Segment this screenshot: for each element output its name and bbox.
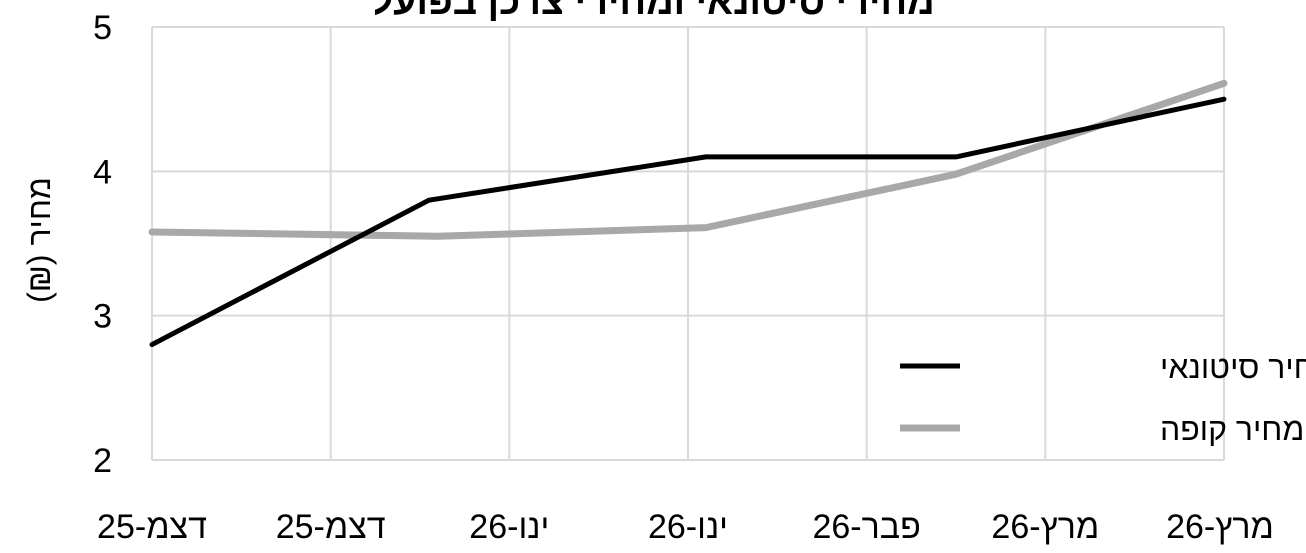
x-tick-label-4: פבר-26	[812, 508, 920, 546]
x-tick-label-3: ינו-26	[648, 508, 728, 546]
series-line-1	[148, 79, 1228, 240]
series-lines	[148, 79, 1228, 348]
y-tick-label-0: 2	[93, 442, 112, 480]
grid-lines	[151, 26, 1225, 461]
x-tick-label-5: מרץ-26	[991, 508, 1099, 546]
legend-label-retail: מחיר קופה	[1160, 411, 1304, 447]
y-tick-label-1: 3	[93, 298, 112, 336]
legend: מחיר סיטונאי מחיר קופה	[900, 349, 1306, 447]
y-axis-ticks: 2 3 4 5	[93, 9, 112, 480]
x-tick-label-0: דצמ-25	[97, 508, 207, 546]
x-tick-label-1: דצמ-25	[276, 508, 386, 546]
chart-title: מחירי סיטונאי ומחירי צרכן בפועל	[371, 0, 934, 23]
x-tick-label-6: מרץ-26	[1166, 508, 1274, 546]
x-axis-ticks: דצמ-25 דצמ-25 ינו-26 ינו-26 פבר-26 מרץ-26 מרץ-…	[97, 508, 1274, 546]
y-tick-label-3: 5	[93, 9, 112, 47]
y-axis-label: מחיר (₪)	[21, 177, 57, 303]
x-tick-label-2: ינו-26	[469, 508, 549, 546]
series-line-0	[149, 96, 1227, 348]
y-tick-label-2: 4	[93, 153, 112, 191]
legend-label-wholesale: מחיר סיטונאי	[1160, 349, 1306, 385]
